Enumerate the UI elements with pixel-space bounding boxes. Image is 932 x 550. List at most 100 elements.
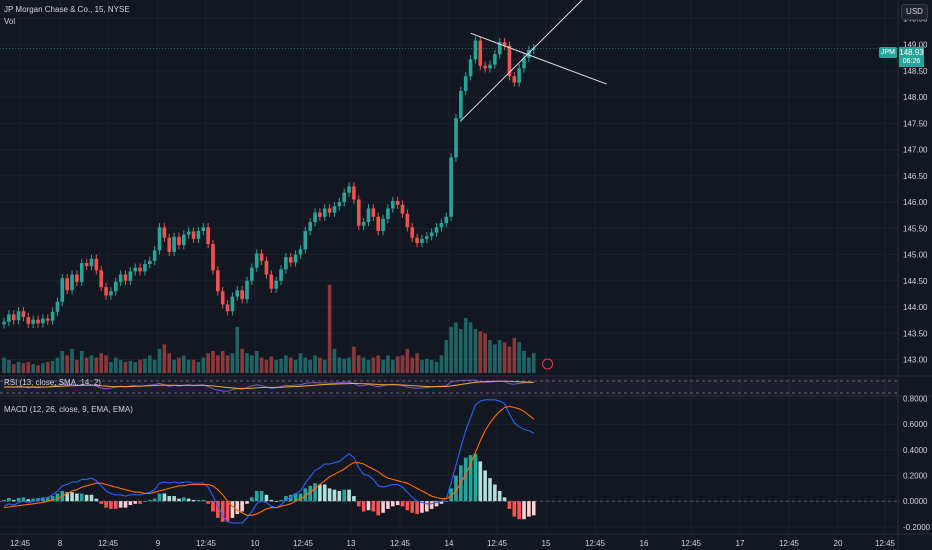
- currency-button[interactable]: USD: [901, 4, 928, 20]
- volume-bar: [488, 340, 492, 373]
- candle-body: [211, 244, 215, 271]
- volume-bar: [429, 359, 434, 373]
- volume-bar: [454, 322, 458, 373]
- y-tick-label: 143.00: [903, 356, 928, 365]
- candle-body: [459, 90, 463, 119]
- x-tick-label: 15: [542, 539, 551, 548]
- volume-bar: [220, 351, 225, 373]
- volume-bar: [225, 355, 230, 373]
- candle-body: [356, 199, 361, 226]
- volume-bar: [45, 362, 50, 373]
- volume-bar: [16, 362, 21, 373]
- macd-histogram-bar: [65, 492, 69, 502]
- macd-histogram-bar: [395, 501, 400, 506]
- x-tick-label: 12:45: [487, 539, 508, 548]
- volume-bar: [381, 359, 385, 373]
- macd-histogram-bar: [128, 501, 133, 506]
- y-tick-label: 144.00: [903, 303, 928, 312]
- candle-body: [245, 280, 249, 300]
- volume-bar: [104, 355, 108, 373]
- volume-bar: [123, 362, 128, 373]
- volume-bar: [332, 348, 337, 373]
- candle-body: [16, 311, 21, 321]
- volume-bar: [162, 344, 167, 373]
- trendline: [460, 0, 583, 122]
- macd-histogram-bar: [191, 499, 196, 502]
- candle-body: [7, 314, 11, 322]
- macd-histogram-bar: [517, 501, 521, 520]
- macd-histogram-bar: [245, 501, 249, 504]
- y-tick-label: 146.50: [903, 172, 928, 181]
- x-tick-label: 12:45: [293, 539, 314, 548]
- macd-histogram-bar: [347, 489, 351, 502]
- x-tick-label: 12:45: [10, 539, 31, 548]
- macd-histogram-bar: [478, 461, 483, 502]
- macd-histogram-bar: [225, 501, 230, 522]
- volume-bar: [439, 355, 444, 373]
- candle-body: [216, 270, 220, 292]
- macd-histogram-bar: [512, 501, 517, 517]
- candle-body: [191, 231, 196, 239]
- macd-histogram-bar: [274, 501, 278, 502]
- volume-bar: [148, 355, 152, 373]
- macd-tick-label: 0.2000: [903, 472, 928, 481]
- candle-body: [415, 237, 419, 244]
- candle-body: [109, 291, 113, 296]
- macd-tick-label: 0.4000: [903, 446, 928, 455]
- macd-histogram-bar: [303, 488, 308, 502]
- candle-body: [182, 234, 186, 246]
- macd-histogram-bar: [104, 501, 108, 508]
- volume-bar: [347, 357, 351, 373]
- candle-body: [240, 290, 244, 300]
- candle-body: [206, 227, 210, 245]
- volume-bar: [444, 340, 449, 373]
- candle-body: [512, 76, 517, 83]
- volume-bar: [143, 358, 147, 373]
- volume-bar: [216, 355, 220, 373]
- candle-body: [420, 238, 424, 244]
- macd-histogram-bar: [376, 501, 381, 516]
- candle-body: [425, 236, 429, 239]
- candle-body: [167, 237, 172, 252]
- candle-body: [400, 204, 405, 214]
- rsi-line-smoothed: [4, 380, 534, 389]
- macd-histogram-bar: [425, 501, 429, 512]
- candle-body: [70, 274, 74, 291]
- volume-bar: [118, 359, 123, 373]
- volume-bar: [254, 351, 259, 373]
- volume-bar: [264, 359, 269, 373]
- candle-body: [395, 201, 400, 205]
- volume-bar: [342, 358, 346, 373]
- macd-histogram-bar: [235, 501, 240, 515]
- macd-histogram-bar: [177, 498, 181, 502]
- candle-body: [313, 212, 317, 223]
- macd-label[interactable]: MACD (12, 26, close, 9, EMA, EMA): [4, 405, 133, 414]
- volume-bar: [172, 359, 176, 373]
- macd-tick-label: 0.0000: [903, 497, 928, 506]
- y-tick-label: 148.50: [903, 67, 928, 76]
- candle-body: [322, 208, 327, 217]
- volume-bar: [21, 363, 26, 373]
- macd-histogram-bar: [118, 501, 123, 508]
- candle-body: [463, 76, 468, 91]
- volume-bar: [99, 353, 103, 373]
- candle-body: [143, 264, 147, 272]
- rsi-label[interactable]: RSI (13, close, SMA, 14, 2): [4, 378, 101, 387]
- candle-body: [36, 319, 40, 324]
- trendlines[interactable]: [460, 0, 607, 122]
- macd-histogram-bar: [381, 501, 385, 513]
- volume-bar: [177, 357, 181, 373]
- candle-body: [254, 253, 259, 268]
- volume-bar: [211, 351, 215, 373]
- candle-body: [118, 274, 123, 282]
- macd-histogram-bar: [313, 483, 317, 502]
- macd-histogram-bar: [439, 501, 444, 504]
- volume-bar: [250, 355, 254, 373]
- volume-bar: [182, 355, 186, 373]
- volume-bar: [41, 363, 45, 373]
- candle-body: [84, 262, 89, 267]
- x-tick-label: 12:45: [681, 539, 702, 548]
- macd-histogram-bar: [531, 501, 536, 516]
- candle-body: [517, 68, 521, 83]
